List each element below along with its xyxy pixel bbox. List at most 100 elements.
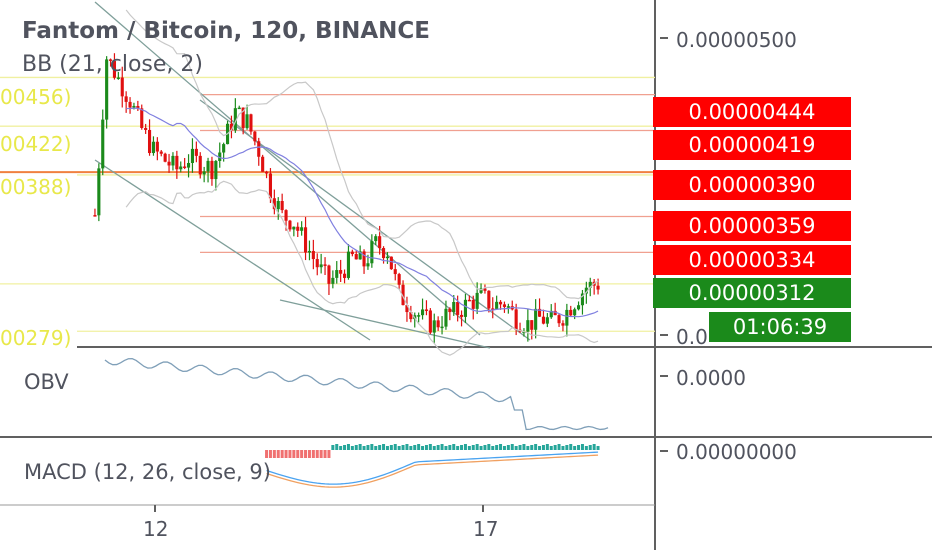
candle bbox=[467, 299, 471, 302]
candle bbox=[272, 198, 276, 210]
macd-hist-bar bbox=[424, 445, 428, 450]
candle bbox=[448, 308, 452, 313]
macd-hist-bar bbox=[467, 446, 471, 450]
channel-line bbox=[279, 299, 491, 349]
candle bbox=[237, 107, 241, 110]
candle bbox=[526, 320, 530, 332]
macd-hist-bar bbox=[440, 444, 444, 450]
macd-signal-line bbox=[266, 454, 599, 488]
candle bbox=[366, 263, 370, 267]
macd-hist-bar bbox=[268, 450, 272, 458]
macd-hist-bar bbox=[350, 446, 354, 450]
macd-hist-bar bbox=[499, 444, 503, 450]
candle bbox=[459, 314, 464, 317]
macd-hist-bar bbox=[463, 444, 467, 450]
macd-hist-bar bbox=[428, 444, 432, 450]
macd-hist-bar bbox=[413, 445, 417, 450]
candle bbox=[163, 153, 167, 162]
candle bbox=[183, 166, 187, 169]
candle bbox=[276, 200, 280, 210]
candle bbox=[452, 301, 456, 313]
last-price-label: 0.00000312 bbox=[653, 278, 851, 308]
macd-hist-bar bbox=[288, 450, 292, 458]
countdown-label: 01:06:39 bbox=[709, 312, 851, 342]
candle bbox=[561, 323, 565, 326]
macd-hist-bar bbox=[382, 444, 386, 450]
macd-hist-bar bbox=[491, 446, 495, 450]
candle bbox=[190, 148, 195, 163]
macd-hist-bar bbox=[530, 445, 534, 450]
candle bbox=[175, 155, 179, 170]
candle bbox=[93, 215, 97, 217]
macd-hist-bar bbox=[495, 445, 499, 450]
macd-hist-bar bbox=[272, 450, 276, 458]
candle bbox=[432, 320, 436, 333]
candle bbox=[179, 166, 183, 170]
candle bbox=[335, 270, 339, 278]
candle bbox=[229, 123, 234, 131]
candle bbox=[303, 227, 308, 253]
candle bbox=[479, 288, 483, 293]
macd-hist-bar bbox=[409, 446, 413, 450]
candle bbox=[514, 309, 518, 330]
candle bbox=[436, 320, 440, 328]
candle bbox=[218, 152, 222, 161]
candle bbox=[112, 60, 117, 78]
candle bbox=[424, 309, 429, 311]
candle bbox=[155, 141, 159, 152]
candle bbox=[214, 160, 218, 180]
candle bbox=[596, 285, 600, 290]
macd-hist-bar bbox=[545, 444, 549, 450]
macd-hist-bar bbox=[475, 444, 479, 450]
macd-hist-bar bbox=[276, 450, 280, 458]
candle bbox=[210, 160, 214, 180]
macd-hist-bar bbox=[366, 445, 370, 450]
candle bbox=[483, 288, 487, 291]
macd-line bbox=[266, 451, 599, 485]
candle bbox=[444, 308, 448, 327]
candle bbox=[311, 250, 315, 260]
candle bbox=[385, 256, 390, 259]
candle bbox=[97, 168, 101, 216]
candle bbox=[389, 256, 393, 270]
macd-hist-bar bbox=[385, 446, 389, 450]
bb-lower bbox=[125, 180, 599, 356]
candle bbox=[417, 315, 421, 317]
candle bbox=[116, 77, 120, 79]
candle bbox=[498, 301, 503, 305]
candle bbox=[245, 114, 249, 129]
candle bbox=[491, 308, 495, 310]
macd-hist-bar bbox=[522, 444, 526, 450]
fib-label: 00388) bbox=[0, 174, 78, 200]
axis-label-partial: 0.0 bbox=[676, 325, 708, 349]
candle bbox=[362, 251, 366, 267]
obv-legend: OBV bbox=[24, 370, 69, 394]
candle bbox=[440, 326, 444, 329]
candle bbox=[264, 171, 269, 174]
macd-hist-bar bbox=[300, 450, 304, 458]
candle bbox=[280, 200, 284, 211]
candle bbox=[565, 309, 569, 326]
macd-hist-bar bbox=[436, 445, 440, 450]
candle bbox=[253, 131, 257, 142]
channel-line bbox=[94, 159, 371, 341]
macd-hist-bar bbox=[561, 446, 565, 450]
candle bbox=[346, 251, 351, 278]
candle bbox=[342, 273, 347, 278]
macd-hist-bar bbox=[526, 446, 530, 450]
candle bbox=[159, 151, 163, 154]
candle bbox=[588, 281, 592, 288]
candle bbox=[354, 254, 358, 260]
candle bbox=[147, 129, 152, 154]
candle bbox=[405, 305, 409, 313]
macd-hist-bar bbox=[460, 445, 464, 450]
bollinger-legend: BB (21, close, 2) bbox=[22, 52, 203, 77]
candle bbox=[171, 155, 175, 166]
candle bbox=[327, 265, 331, 284]
candle bbox=[541, 316, 546, 324]
macd-hist-bar bbox=[284, 450, 288, 458]
candle bbox=[105, 59, 109, 120]
macd-hist-bar bbox=[541, 445, 545, 450]
macd-hist-bar bbox=[518, 445, 522, 450]
